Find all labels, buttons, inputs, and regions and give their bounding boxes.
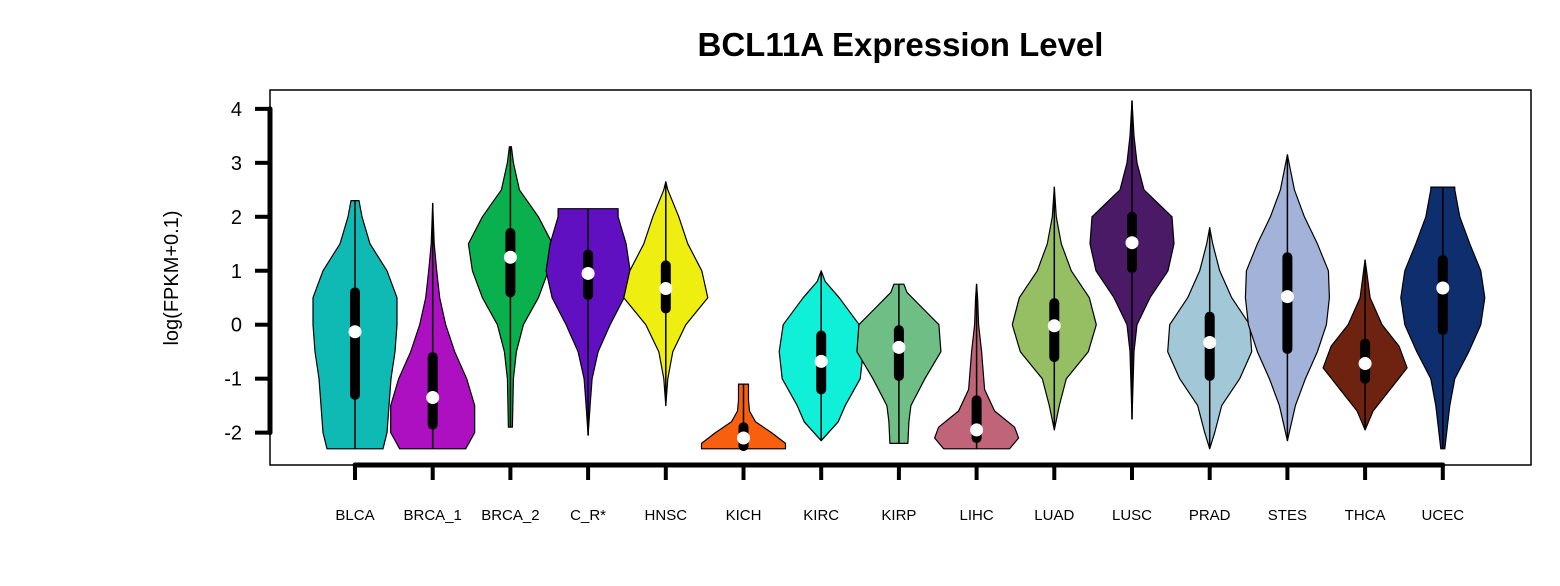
violin-median bbox=[659, 282, 673, 296]
violin-stes bbox=[1244, 154, 1330, 442]
y-tick-label: 3 bbox=[231, 153, 242, 175]
violin-median bbox=[1047, 319, 1061, 333]
violin-kirp bbox=[856, 283, 942, 444]
violin-median bbox=[1203, 336, 1217, 350]
x-tick-label: KIRP bbox=[881, 507, 916, 524]
x-axis: BLCA BRCA_1 BRCA_2 C_R* HNSC KICH KIRC KIRP LIHC… bbox=[335, 462, 1465, 524]
y-tick-label: -2 bbox=[224, 423, 242, 445]
violin-median bbox=[1280, 290, 1294, 304]
violin-median bbox=[503, 250, 517, 264]
x-tick-label: STES bbox=[1268, 507, 1307, 524]
violin-brca-2 bbox=[467, 146, 553, 428]
x-tick-label: UCEC bbox=[1422, 507, 1465, 524]
y-tick-label: 0 bbox=[231, 315, 242, 337]
violin-thca bbox=[1322, 259, 1408, 431]
violin-brca-1 bbox=[390, 202, 476, 450]
y-tick-label: -1 bbox=[224, 369, 242, 391]
x-tick-label: KICH bbox=[726, 507, 762, 524]
violin-median bbox=[348, 325, 362, 339]
x-tick-label: KIRC bbox=[803, 507, 839, 524]
x-tick-label: LUAD bbox=[1034, 507, 1074, 524]
violin-median bbox=[426, 391, 440, 405]
violin-median bbox=[1125, 236, 1139, 250]
violin-median bbox=[892, 340, 906, 354]
x-tick-label: BLCA bbox=[335, 507, 374, 524]
violin-ucec bbox=[1400, 186, 1486, 450]
x-tick-label: LUSC bbox=[1112, 507, 1152, 524]
violins bbox=[312, 100, 1486, 452]
x-tick-label: PRAD bbox=[1189, 507, 1231, 524]
x-tick-label: C_R* bbox=[570, 507, 606, 524]
violin-prad bbox=[1167, 227, 1253, 450]
y-tick-label: 2 bbox=[231, 207, 242, 229]
y-axis: -2 -1 0 1 2 3 4 bbox=[224, 99, 273, 445]
x-tick-label: LIHC bbox=[960, 507, 994, 524]
y-tick-label: 1 bbox=[231, 261, 242, 283]
chart-title: BCL11A Expression Level bbox=[697, 26, 1104, 63]
violin-median bbox=[581, 266, 595, 280]
y-tick-label: 4 bbox=[231, 99, 242, 121]
y-axis-label: log(FPKM+0.1) bbox=[161, 210, 183, 345]
x-tick-label: THCA bbox=[1345, 507, 1386, 524]
violin-kich bbox=[700, 383, 787, 452]
x-tick-label: BRCA_2 bbox=[481, 507, 539, 524]
violin-median bbox=[1358, 357, 1372, 371]
violin-luad bbox=[1011, 186, 1097, 431]
violin-c-r- bbox=[545, 208, 631, 436]
violin-median bbox=[737, 431, 750, 445]
x-tick-label: BRCA_1 bbox=[404, 507, 462, 524]
violin-median bbox=[814, 354, 828, 368]
violin-hnsc bbox=[623, 181, 709, 407]
x-tick-label: HNSC bbox=[645, 507, 688, 524]
violin-lusc bbox=[1089, 100, 1175, 420]
violin-median bbox=[970, 423, 984, 437]
violin-kirc bbox=[778, 270, 864, 442]
violin-median bbox=[1436, 281, 1450, 295]
violin-lihc bbox=[934, 283, 1020, 450]
violin-blca bbox=[312, 200, 398, 450]
